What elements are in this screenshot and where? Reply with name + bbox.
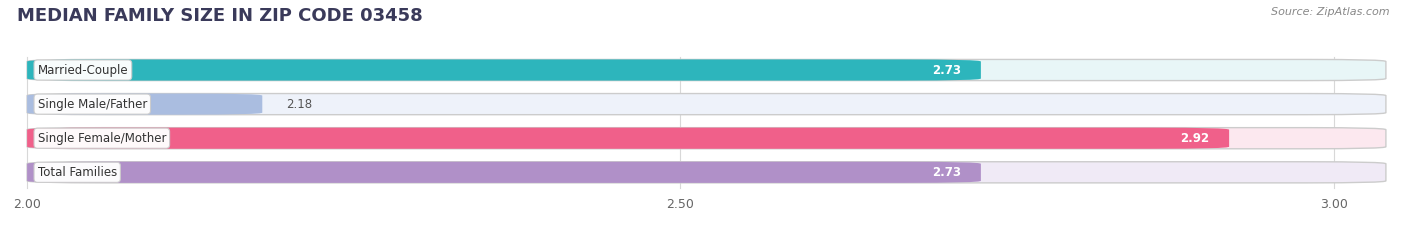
FancyBboxPatch shape	[27, 59, 981, 81]
Text: Total Families: Total Families	[38, 166, 117, 179]
Text: MEDIAN FAMILY SIZE IN ZIP CODE 03458: MEDIAN FAMILY SIZE IN ZIP CODE 03458	[17, 7, 423, 25]
Text: 2.92: 2.92	[1181, 132, 1209, 145]
FancyBboxPatch shape	[27, 162, 1386, 183]
Text: Married-Couple: Married-Couple	[38, 64, 128, 76]
Text: 2.18: 2.18	[285, 98, 312, 111]
Text: 2.73: 2.73	[932, 64, 962, 76]
FancyBboxPatch shape	[27, 93, 1386, 115]
Text: 2.73: 2.73	[932, 166, 962, 179]
FancyBboxPatch shape	[27, 59, 1386, 81]
Text: Single Female/Mother: Single Female/Mother	[38, 132, 166, 145]
Text: Source: ZipAtlas.com: Source: ZipAtlas.com	[1271, 7, 1389, 17]
Text: Single Male/Father: Single Male/Father	[38, 98, 148, 111]
FancyBboxPatch shape	[27, 162, 981, 183]
FancyBboxPatch shape	[27, 93, 263, 115]
FancyBboxPatch shape	[27, 128, 1229, 149]
FancyBboxPatch shape	[27, 128, 1386, 149]
